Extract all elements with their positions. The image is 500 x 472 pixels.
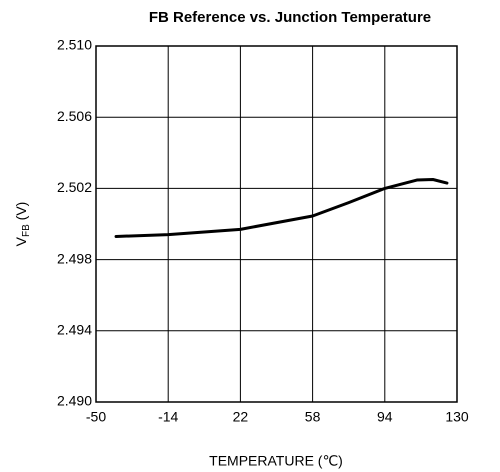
- y-tick-label: 2.498: [57, 250, 92, 266]
- x-tick-label: 94: [377, 409, 393, 425]
- y-label-unit: (V): [13, 202, 29, 225]
- x-tick-label: 130: [445, 409, 469, 425]
- x-tick-label: -50: [86, 409, 106, 425]
- data-line: [114, 178, 449, 238]
- y-tick-label: 2.494: [57, 322, 92, 338]
- y-tick-label: 2.502: [57, 179, 92, 195]
- y-label-sub: FB: [21, 224, 32, 237]
- y-tick-label: 2.490: [57, 393, 92, 409]
- x-axis-label: TEMPERATURE (℃): [209, 453, 343, 469]
- x-tick-label: -14: [158, 409, 178, 425]
- chart-title: FB Reference vs. Junction Temperature: [149, 9, 431, 26]
- y-label-main: V: [13, 236, 29, 246]
- x-tick-label: 58: [305, 409, 321, 425]
- x-tick-label: 22: [233, 409, 249, 425]
- y-tick-label: 2.506: [57, 108, 92, 124]
- y-tick-label: 2.510: [57, 37, 92, 53]
- y-axis-label: VFB (V): [13, 202, 32, 247]
- plot-frame: [95, 45, 458, 403]
